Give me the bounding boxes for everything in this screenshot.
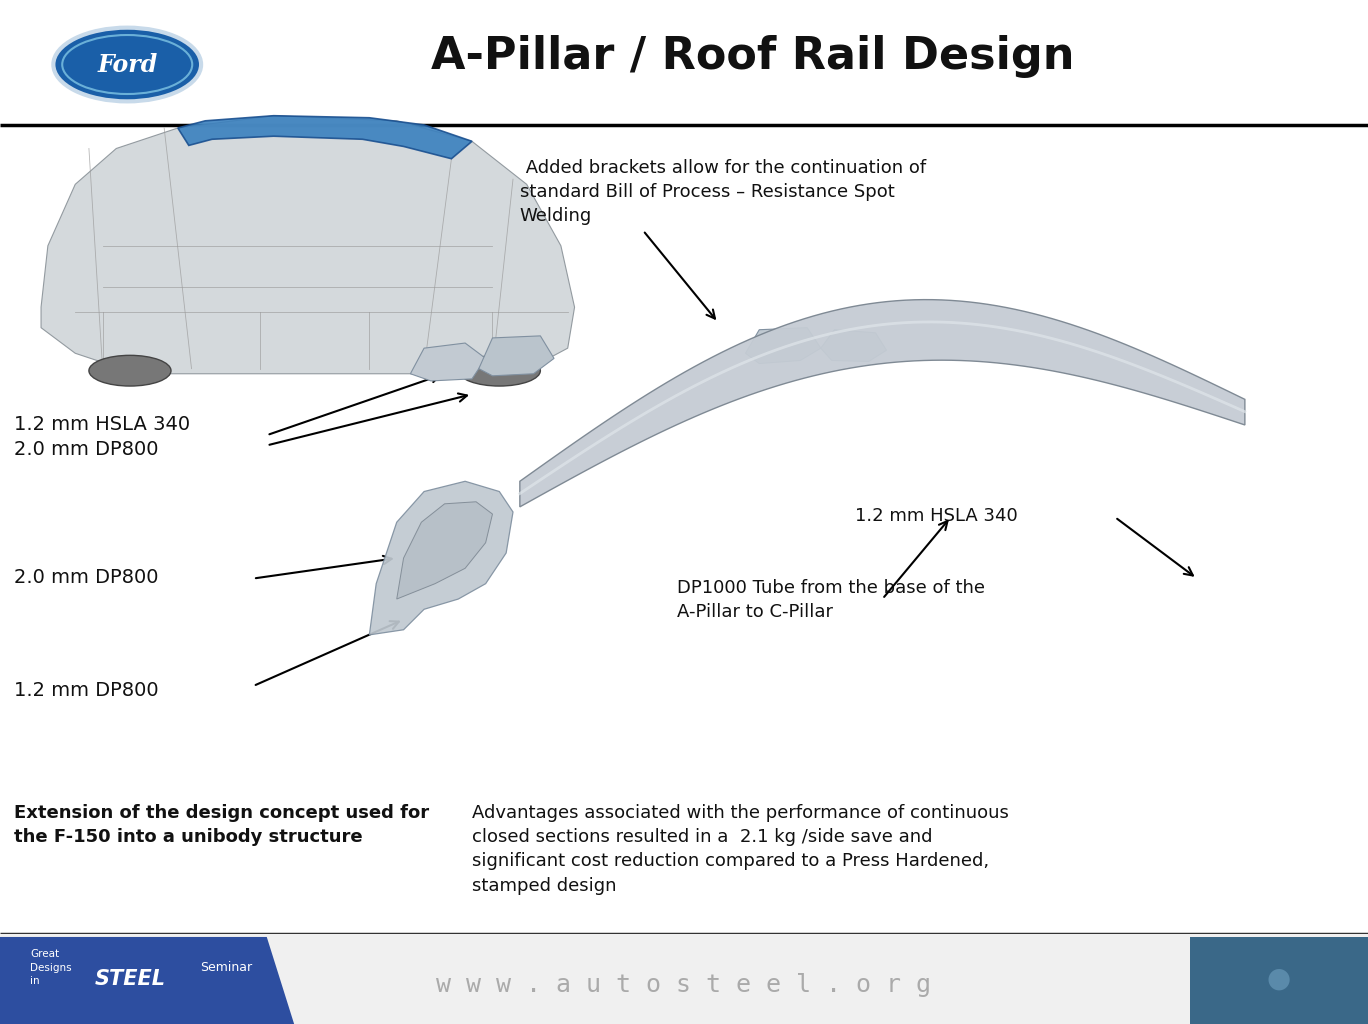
Ellipse shape (89, 355, 171, 386)
Polygon shape (746, 328, 821, 364)
Text: 1.2 mm HSLA 340
2.0 mm DP800: 1.2 mm HSLA 340 2.0 mm DP800 (14, 415, 190, 460)
Text: Seminar: Seminar (200, 962, 252, 974)
Ellipse shape (458, 355, 540, 386)
Text: 1.2 mm DP800: 1.2 mm DP800 (14, 681, 159, 700)
Text: ●: ● (1267, 965, 1291, 993)
Text: DP1000 Tube from the base of the
A-Pillar to C-Pillar: DP1000 Tube from the base of the A-Pilla… (677, 579, 985, 621)
Text: Ford: Ford (97, 52, 157, 77)
Text: w w w . a u t o s t e e l . o r g: w w w . a u t o s t e e l . o r g (436, 973, 932, 997)
Polygon shape (41, 116, 575, 374)
Text: 1.2 mm HSLA 340: 1.2 mm HSLA 340 (855, 507, 1018, 525)
Text: 2.0 mm DP800: 2.0 mm DP800 (14, 568, 159, 588)
Text: A-Pillar / Roof Rail Design: A-Pillar / Roof Rail Design (431, 35, 1074, 78)
Ellipse shape (53, 28, 201, 101)
Text: Great
Designs
in: Great Designs in (30, 949, 71, 986)
Text: Added brackets allow for the continuation of
standard Bill of Process – Resistan: Added brackets allow for the continuatio… (520, 159, 926, 225)
Polygon shape (178, 116, 472, 159)
Polygon shape (1190, 937, 1368, 1024)
Polygon shape (479, 336, 554, 376)
Polygon shape (369, 481, 513, 635)
Text: Advantages associated with the performance of continuous
closed sections resulte: Advantages associated with the performan… (472, 804, 1008, 895)
Polygon shape (0, 937, 294, 1024)
Polygon shape (397, 502, 492, 599)
Polygon shape (410, 343, 486, 381)
Text: Extension of the design concept used for
the F-150 into a unibody structure: Extension of the design concept used for… (14, 804, 428, 846)
Polygon shape (520, 300, 1245, 507)
Text: STEEL: STEEL (94, 969, 166, 989)
Polygon shape (821, 330, 886, 361)
FancyBboxPatch shape (0, 934, 1368, 1024)
